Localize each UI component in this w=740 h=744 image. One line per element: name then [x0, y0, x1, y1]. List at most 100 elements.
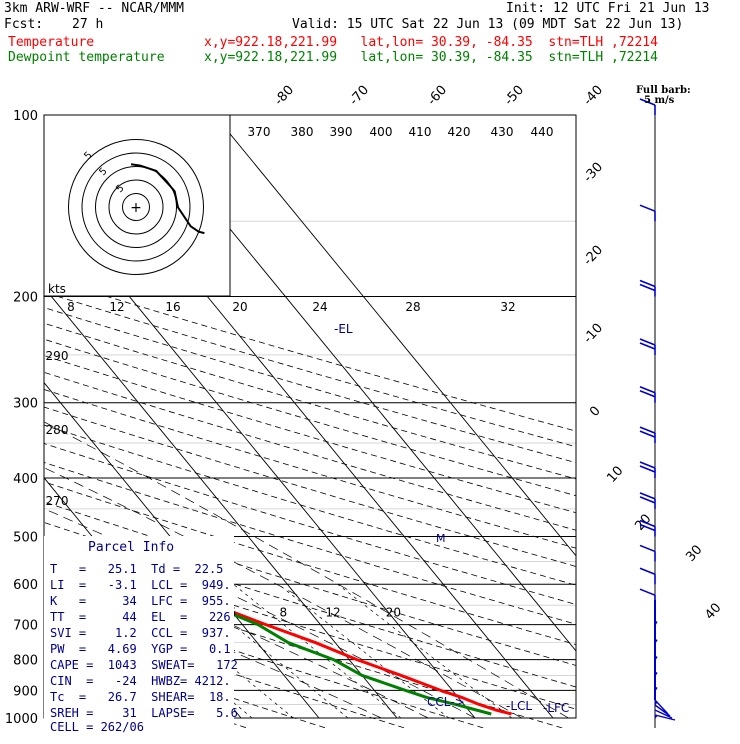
model-title: 3km ARW-WRF -- NCAR/MMM — [4, 1, 185, 16]
wind-barb-feather — [639, 430, 656, 438]
theta-label-420: 420 — [448, 125, 471, 139]
dry-adiabat — [44, 443, 576, 605]
wind-barb-feather — [639, 567, 656, 575]
surface-barb-cluster — [654, 699, 676, 721]
parcel-row: CIN = -24 HWBZ= 4212. — [50, 674, 231, 688]
moist-adiabat — [44, 421, 569, 719]
wind-barb-feather — [639, 283, 656, 292]
parcel-row: TT = 44 EL = 226 — [50, 610, 231, 624]
hodograph-box — [43, 114, 231, 297]
isotherm — [44, 381, 320, 719]
mixing-ratio-line — [337, 583, 513, 719]
theta-label-380: 380 — [291, 125, 314, 139]
wind-barb-feather — [639, 426, 656, 434]
valid-time: Valid: 15 UTC Sat 22 Jun 13 (09 MDT Sat … — [292, 17, 684, 32]
wind-barb-feather — [639, 588, 656, 596]
pressure-tick-700: 700 — [13, 619, 38, 634]
mixing-ratio-line — [278, 583, 450, 719]
dewpoint-profile — [44, 577, 492, 716]
parcel-row: Tc = 26.7 SHEAR= 18. — [50, 690, 231, 704]
hodograph-ring — [68, 139, 204, 275]
dry-adiabat — [44, 291, 576, 448]
forecast-hour: 27 h — [72, 17, 104, 32]
forecast-label: Fcst: — [4, 17, 44, 32]
parcel-info-panel: Parcel Info T = 25.1 Td = 22.5 LI = -3.1… — [44, 536, 238, 734]
speed-tick-32: 32 — [500, 300, 515, 314]
temperature-profile — [44, 535, 512, 716]
hodograph-center: + — [130, 200, 142, 216]
el-marker: -EL — [334, 322, 353, 336]
theta-label-440: 440 — [531, 125, 554, 139]
pressure-tick-300: 300 — [13, 397, 38, 412]
pressure-tick-1000: 1000 — [5, 712, 38, 727]
temperature-legend: Temperature — [8, 35, 95, 50]
dry-adiabat — [44, 322, 576, 480]
parcel-row: LI = -3.1 LCL = 949. — [50, 578, 231, 592]
temperature-location: x,y=922.18,221.99 lat,lon= 30.39, -84.35… — [204, 35, 658, 50]
pressure-tick-100: 100 — [13, 109, 38, 124]
wind-barb-feather — [639, 496, 656, 504]
wind-barb-feather — [639, 519, 656, 528]
parcel-row: K = 34 LFC = 955. — [50, 594, 231, 608]
lfc-marker: -LFC — [543, 701, 569, 715]
wind-barb-feather — [639, 544, 656, 553]
pressure-tick-800: 800 — [13, 654, 38, 669]
barb-legend-title: Full barb: — [636, 85, 691, 96]
wind-barb-feather — [639, 98, 656, 106]
parcel-row: CELL = 262/06 — [50, 720, 144, 734]
wind-barb-feather — [639, 279, 656, 288]
mixing-ratio-label: 12 — [325, 606, 340, 620]
wind-barb-feather — [639, 338, 656, 346]
pressure-tick-900: 900 — [13, 684, 38, 699]
wind-barb-feather — [639, 204, 656, 212]
dewpoint-legend: Dewpoint temperature — [8, 50, 165, 65]
theta-label-400: 400 — [370, 125, 393, 139]
isotherm — [44, 286, 398, 719]
theta-side-label-270: 270 — [46, 494, 69, 508]
speed-tick-12: 12 — [109, 300, 124, 314]
parcel-row: T = 25.1 Td = 22.5 — [50, 562, 224, 576]
parcel-row: SREH = 31 LAPSE= 5.6 — [50, 706, 238, 720]
theta-label-430: 430 — [491, 125, 514, 139]
theta-label-390: 390 — [330, 125, 353, 139]
pressure-tick-600: 600 — [13, 578, 38, 593]
wind-barb-feather — [639, 492, 656, 500]
theta-label-410: 410 — [409, 125, 432, 139]
wind-barb-feather — [639, 385, 656, 394]
hodograph-ring — [108, 179, 164, 235]
pressure-tick-400: 400 — [13, 472, 38, 487]
parcel-row: SVI = 1.2 CCL = 937. — [50, 626, 231, 640]
speed-tick-8: 8 — [67, 300, 75, 314]
pressure-tick-200: 200 — [13, 291, 38, 306]
hodograph-ring — [122, 193, 150, 221]
lcl-marker: -LCL — [506, 699, 532, 713]
hodograph-ring — [95, 166, 177, 248]
ccl-marker: CCL-> — [427, 695, 465, 709]
barb-legend-units: 5 m/s — [644, 95, 675, 106]
dry-adiabat — [44, 610, 406, 728]
parcel-row: PW = 4.69 YGP = 0.1 — [50, 642, 231, 656]
speed-tick-16: 16 — [165, 300, 180, 314]
dry-adiabat — [44, 501, 576, 666]
pressure-tick-500: 500 — [13, 530, 38, 545]
parcel-row: CAPE = 1043 SWEAT= 172 — [50, 658, 238, 672]
dry-adiabat — [44, 355, 576, 514]
speed-tick-20: 20 — [232, 300, 247, 314]
init-time: Init: 12 UTC Fri 21 Jun 13 — [506, 1, 710, 16]
speed-tick-24: 24 — [312, 300, 327, 314]
theta-side-label-290: 290 — [46, 349, 69, 363]
moist-adiabat — [44, 467, 522, 719]
theta-label-370: 370 — [248, 125, 271, 139]
plot-frame — [43, 114, 577, 719]
m-marker: M — [436, 532, 446, 545]
theta-side-label-280: 280 — [46, 423, 69, 437]
wind-barb-feather — [639, 389, 656, 398]
dry-adiabat — [44, 424, 576, 586]
speed-tick-28: 28 — [405, 300, 420, 314]
isotherm — [214, 115, 576, 557]
dewpoint-location: x,y=922.18,221.99 lat,lon= 30.39, -84.35… — [204, 50, 658, 65]
hodograph-speed-label: kts — [48, 282, 66, 296]
mixing-ratio-line — [233, 583, 402, 719]
mixing-ratio-label: 20 — [386, 606, 401, 620]
